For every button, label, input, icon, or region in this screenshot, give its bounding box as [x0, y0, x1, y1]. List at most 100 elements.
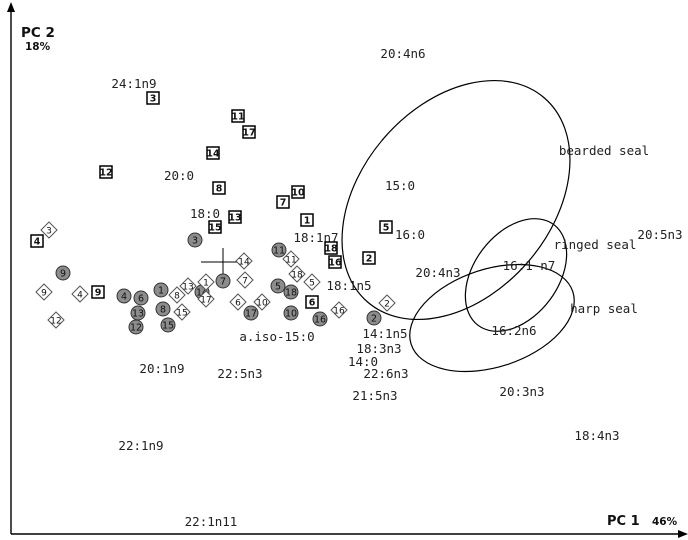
point-square: 2 — [362, 251, 376, 265]
point-circle: 1 — [153, 282, 169, 298]
point-square: 13 — [228, 210, 242, 224]
point-square: 18 — [324, 241, 338, 255]
square-marker — [291, 185, 305, 199]
point-diamond: 10 — [253, 293, 271, 311]
point-label: 7 — [242, 277, 248, 287]
point-label: 6 — [138, 294, 144, 305]
diamond-marker — [282, 250, 300, 268]
point-label: 1 — [203, 279, 209, 289]
loading-label: 20:4n6 — [380, 46, 425, 61]
x-axis-label: PC 1 — [607, 514, 640, 529]
circle-marker — [128, 319, 144, 335]
square-marker — [206, 146, 220, 160]
circle-marker — [366, 310, 382, 326]
loading-label: 20:1n9 — [139, 361, 184, 376]
point-circle: 8 — [155, 301, 171, 317]
point-label: 7 — [280, 198, 287, 209]
diamond-marker — [235, 252, 253, 270]
square-marker — [305, 295, 319, 309]
square-marker — [300, 213, 314, 227]
circle-marker — [133, 290, 149, 306]
point-label: 4 — [34, 237, 41, 248]
y-axis-percent: 18% — [25, 41, 51, 53]
point-label: 2 — [371, 314, 377, 325]
loading-label: 20:3n3 — [499, 384, 544, 399]
point-circle: 11 — [271, 242, 287, 258]
point-diamond: 16 — [330, 301, 348, 319]
square-marker — [30, 234, 44, 248]
loading-label: 22:5n3 — [217, 366, 262, 381]
loading-label: 16:1 n7 — [503, 258, 556, 273]
loading-label: 16:2n6 — [491, 323, 536, 338]
loading-label: 15:0 — [385, 178, 415, 193]
point-label: 15 — [162, 321, 174, 332]
ellipse-label: harp seal — [570, 301, 638, 316]
point-diamond: 1 — [197, 273, 215, 291]
circle-marker — [283, 284, 299, 300]
point-label: 12 — [99, 168, 112, 179]
point-label: 11 — [285, 256, 296, 266]
point-square: 6 — [305, 295, 319, 309]
point-diamond: 7 — [236, 271, 254, 289]
point-square: 8 — [212, 181, 226, 195]
point-square: 11 — [231, 109, 245, 123]
point-circle: 18 — [283, 284, 299, 300]
point-square: 1 — [300, 213, 314, 227]
point-label: 17 — [242, 128, 255, 139]
point-diamond: 12 — [47, 311, 65, 329]
loading-label: 24:1n9 — [111, 76, 156, 91]
point-diamond: 3 — [40, 221, 58, 239]
ellipse-ringed-seal — [464, 218, 568, 332]
point-label: 13 — [182, 283, 193, 293]
point-circle: 5 — [270, 278, 286, 294]
point-circle: 15 — [160, 317, 176, 333]
point-label: 2 — [384, 300, 390, 310]
loading-label: 18:0 — [190, 206, 220, 221]
circle-marker — [116, 288, 132, 304]
point-label: 3 — [46, 227, 52, 237]
point-square: 4 — [30, 234, 44, 248]
point-label: 13 — [228, 213, 241, 224]
loading-label: 22:1n9 — [118, 438, 163, 453]
point-diamond: 15 — [173, 303, 191, 321]
diamond-marker — [179, 277, 197, 295]
point-label: 16 — [314, 315, 326, 326]
point-square: 7 — [276, 195, 290, 209]
circle-marker — [283, 305, 299, 321]
square-marker — [276, 195, 290, 209]
point-label: 8 — [216, 184, 223, 195]
point-circle: 7 — [215, 273, 231, 289]
ellipse-bearded-seal — [341, 79, 571, 321]
diamond-marker — [330, 301, 348, 319]
point-label: 18 — [291, 271, 303, 281]
diamond-marker — [47, 311, 65, 329]
point-square: 15 — [208, 220, 222, 234]
diamond-marker — [229, 293, 247, 311]
diamond-marker — [288, 265, 306, 283]
square-marker — [362, 251, 376, 265]
point-label: 6 — [235, 299, 241, 309]
circle-marker — [187, 232, 203, 248]
point-circle: 10 — [283, 305, 299, 321]
point-label: 9 — [60, 269, 66, 280]
point-circle: 17 — [243, 305, 259, 321]
point-label: 9 — [41, 289, 47, 299]
diamond-marker — [173, 303, 191, 321]
point-diamond: 9 — [35, 283, 53, 301]
diamond-marker — [378, 294, 396, 312]
point-label: 17 — [200, 296, 211, 306]
point-label: 10 — [285, 309, 297, 320]
point-diamond: 17 — [197, 290, 215, 308]
point-diamond: 2 — [378, 294, 396, 312]
loading-label: 22:1n11 — [185, 514, 238, 529]
x-axis-arrow-icon — [678, 530, 688, 538]
point-label: 1 — [158, 286, 164, 297]
ellipse-label: ringed seal — [554, 237, 637, 252]
point-label: 8 — [174, 292, 180, 302]
loading-label: 14:0 — [348, 354, 378, 369]
circle-marker — [271, 242, 287, 258]
square-marker — [328, 255, 342, 269]
point-label: 14 — [238, 258, 250, 268]
square-marker — [99, 165, 113, 179]
